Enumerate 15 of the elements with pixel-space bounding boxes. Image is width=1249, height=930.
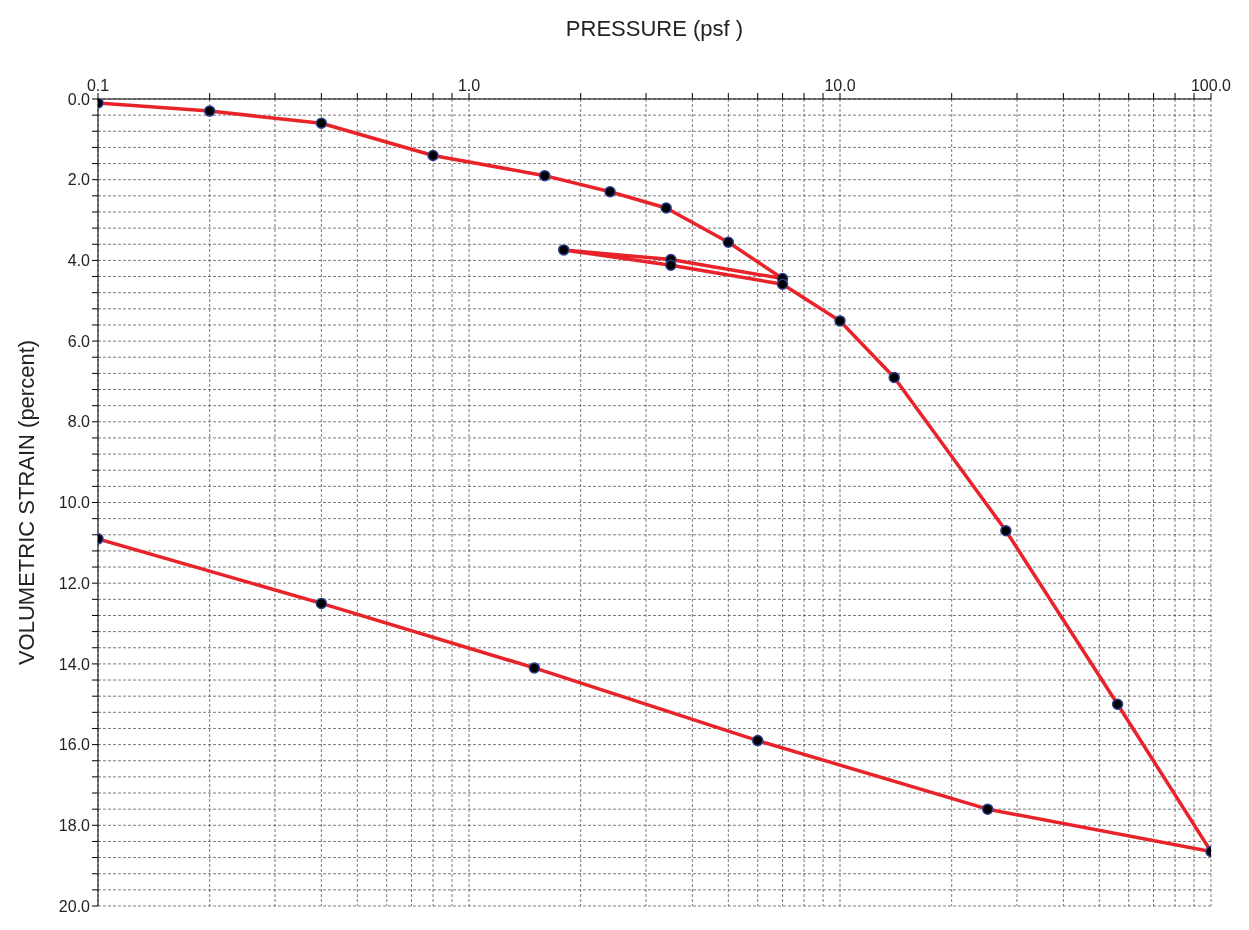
y-tick-label: 10.0 [58, 494, 91, 512]
y-tick-label: 8.0 [67, 413, 91, 431]
x-tick-label: 100.0 [1190, 77, 1232, 94]
y-tick-label: 6.0 [67, 332, 91, 350]
x-tick-label: 10.0 [824, 77, 856, 94]
y-tick-label: 18.0 [58, 816, 91, 834]
y-axis-title: VOLUMETRIC STRAIN (percent) [13, 339, 39, 666]
y-tick-label: 14.0 [58, 655, 91, 673]
y-tick-label: 2.0 [67, 171, 91, 189]
y-tick-label: 16.0 [58, 736, 91, 754]
x-axis-title: PRESSURE (psf ) [565, 15, 744, 41]
y-tick-label: 12.0 [58, 574, 91, 592]
x-tick-label: 1.0 [457, 77, 481, 94]
y-tick-label: 4.0 [67, 252, 91, 270]
y-tick-label: 20.0 [58, 897, 91, 915]
